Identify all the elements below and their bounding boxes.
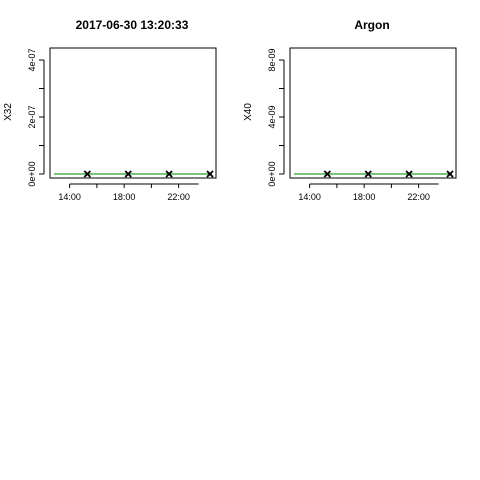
data-point: [124, 170, 132, 178]
x-tick-label: 14:00: [58, 192, 81, 202]
point-stroke: [323, 170, 331, 178]
data-point: [323, 170, 331, 178]
x-tick-label: 14:00: [298, 192, 321, 202]
data-point: [83, 170, 91, 178]
x-tick-label: 18:00: [113, 192, 136, 202]
y-tick-label: 4e-07: [27, 48, 37, 71]
data-point: [446, 170, 454, 178]
point-stroke: [364, 170, 372, 178]
data-point: [165, 170, 173, 178]
data-point: [364, 170, 372, 178]
chart-title: Argon: [354, 18, 389, 32]
point-stroke: [124, 170, 132, 178]
chart-panel-1: 2017-06-30 13:20:33 X32 0e+002e-074e-07 …: [3, 18, 217, 202]
point-stroke: [165, 170, 173, 178]
x-axis: 14:00 18:00 22:00: [298, 183, 439, 202]
y-tick-label: 0e+00: [27, 161, 37, 186]
x-tick-label: 18:00: [353, 192, 376, 202]
plot-frame: [49, 47, 217, 179]
y-tick-label: 0e+00: [267, 161, 277, 186]
point-stroke: [83, 170, 91, 178]
y-axis-label: X40: [243, 103, 254, 121]
point-stroke: [206, 170, 214, 178]
series: [294, 170, 454, 178]
point-stroke: [405, 170, 413, 178]
y-tick-label: 4e-09: [267, 105, 277, 128]
y-axis: 0e+00 4e-09 8e-09: [267, 48, 285, 187]
data-point: [206, 170, 214, 178]
y-axis: 0e+00 2e-07 4e-07: [27, 48, 45, 187]
x-tick-label: 22:00: [167, 192, 190, 202]
y-tick-label: 8e-09: [267, 48, 277, 71]
data-point: [405, 170, 413, 178]
chart-panel-2: Argon X40 0e+00 4e-09 8e-09 14:00 18:00 22:0…: [243, 18, 457, 202]
x-tick-label: 22:00: [407, 192, 430, 202]
y-axis-label: X32: [3, 103, 14, 121]
point-stroke: [446, 170, 454, 178]
y-tick-label: 2e-07: [27, 105, 37, 128]
x-axis: 14:00 18:00 22:00: [58, 183, 199, 202]
plot-frame: [289, 47, 457, 179]
chart-title: 2017-06-30 13:20:33: [76, 18, 189, 32]
series: [54, 170, 214, 178]
